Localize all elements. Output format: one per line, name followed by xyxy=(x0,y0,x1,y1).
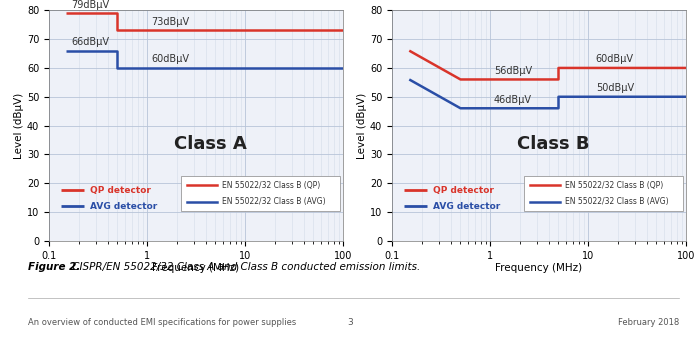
Y-axis label: Level (dBμV): Level (dBμV) xyxy=(14,93,24,159)
Text: An overview of conducted EMI specifications for power supplies: An overview of conducted EMI specificati… xyxy=(28,318,296,327)
Text: Class B: Class B xyxy=(517,135,590,153)
Y-axis label: Level (dBμV): Level (dBμV) xyxy=(357,93,367,159)
Text: EN 55022/32 Class B (AVG): EN 55022/32 Class B (AVG) xyxy=(566,197,669,206)
Text: 60dBμV: 60dBμV xyxy=(151,54,189,64)
Text: Class A: Class A xyxy=(174,135,247,153)
Text: 56dBμV: 56dBμV xyxy=(494,66,532,76)
Text: EN 55022/32 Class B (QP): EN 55022/32 Class B (QP) xyxy=(223,181,321,190)
Text: EN 55022/32 Class B (QP): EN 55022/32 Class B (QP) xyxy=(566,181,664,190)
FancyBboxPatch shape xyxy=(181,176,340,211)
X-axis label: Frequency (MHz): Frequency (MHz) xyxy=(153,263,239,273)
Text: AVG detector: AVG detector xyxy=(90,202,158,211)
Text: 50dBμV: 50dBμV xyxy=(596,83,634,93)
Text: EN 55022/32 Class B (AVG): EN 55022/32 Class B (AVG) xyxy=(223,197,326,206)
Text: February 2018: February 2018 xyxy=(617,318,679,327)
Text: QP detector: QP detector xyxy=(90,186,151,195)
Text: 60dBμV: 60dBμV xyxy=(596,54,634,64)
Text: Figure 2.: Figure 2. xyxy=(28,262,80,272)
FancyBboxPatch shape xyxy=(524,176,683,211)
Text: 3: 3 xyxy=(347,318,353,327)
Text: 79dBμV: 79dBμV xyxy=(71,0,110,10)
Text: AVG detector: AVG detector xyxy=(433,202,500,211)
Text: CISPR/EN 55022/32 Class A and Class B conducted emission limits.: CISPR/EN 55022/32 Class A and Class B co… xyxy=(69,262,420,272)
Text: QP detector: QP detector xyxy=(433,186,494,195)
Text: 66dBμV: 66dBμV xyxy=(71,37,110,47)
Text: 73dBμV: 73dBμV xyxy=(151,17,189,27)
Text: 46dBμV: 46dBμV xyxy=(494,95,532,105)
X-axis label: Frequency (MHz): Frequency (MHz) xyxy=(496,263,582,273)
